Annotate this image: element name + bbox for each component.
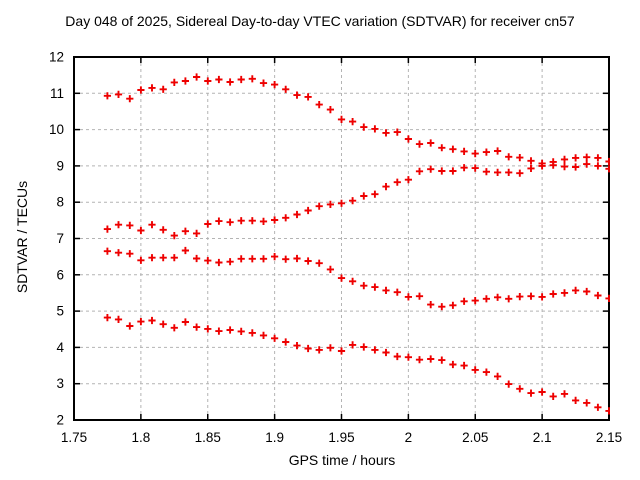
x-tick-label: 2	[405, 430, 413, 445]
y-axis-label: SDTVAR / TECUs	[14, 180, 30, 294]
x-tick-label: 2.1	[533, 430, 552, 445]
x-tick-label: 2.15	[596, 430, 622, 445]
y-tick-label: 3	[56, 376, 64, 391]
y-tick-label: 9	[56, 158, 64, 173]
x-tick-label: 1.85	[195, 430, 221, 445]
series-markers-series-2	[103, 160, 610, 240]
x-tick-label: 1.75	[61, 430, 87, 445]
y-tick-label: 11	[50, 86, 64, 101]
y-tick-label: 6	[56, 267, 64, 282]
y-tick-label: 10	[49, 122, 64, 137]
y-tick-label: 12	[49, 50, 64, 65]
x-tick-label: 1.95	[328, 430, 354, 445]
x-axis-label: GPS time / hours	[288, 452, 396, 468]
series-markers-series-1	[103, 73, 610, 167]
y-tick-label: 4	[56, 340, 64, 355]
x-tick-label: 1.9	[265, 430, 284, 445]
x-tick-label: 1.8	[131, 430, 150, 445]
chart-title: Day 048 of 2025, Sidereal Day-to-day VTE…	[65, 13, 575, 29]
y-tick-label: 2	[56, 413, 64, 428]
y-tick-label: 7	[56, 231, 64, 246]
series-markers-series-4	[103, 314, 610, 415]
y-tick-label: 8	[56, 195, 64, 210]
x-tick-label: 2.05	[462, 430, 488, 445]
series-markers-series-3	[103, 246, 610, 311]
y-tick-label: 5	[56, 304, 64, 319]
